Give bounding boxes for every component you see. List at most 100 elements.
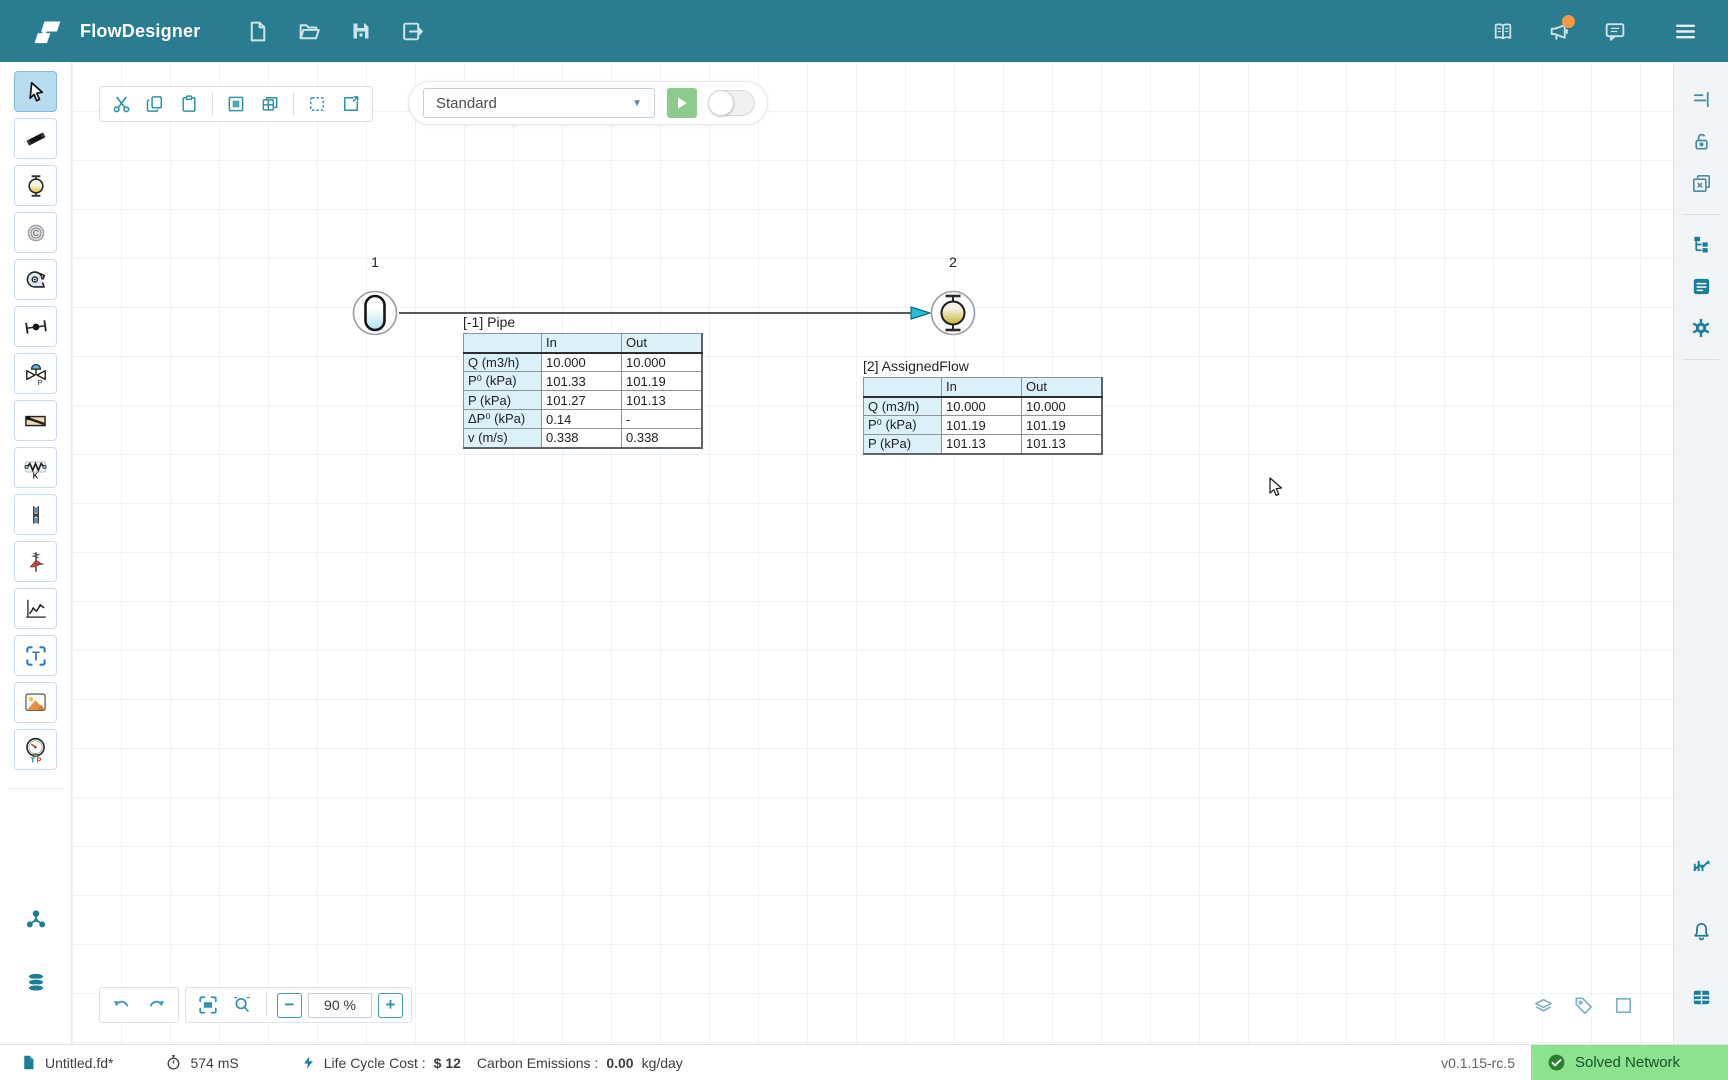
flow-direction-arrow [910, 306, 932, 320]
topbar: FlowDesigner [0, 0, 1728, 62]
carbon-emissions-value: 0.00 [606, 1054, 634, 1071]
tool-resistance-k[interactable]: K [14, 447, 57, 488]
mouse-cursor [1269, 477, 1283, 497]
scenario-selected-value: Standard [436, 94, 497, 112]
solve-time: 574 mS [190, 1054, 239, 1071]
tool-fan[interactable] [14, 259, 57, 300]
topbar-right-actions [1486, 14, 1702, 48]
notifications-bell-icon[interactable] [1684, 914, 1718, 948]
app-title: FlowDesigner [80, 20, 201, 41]
palette-divider [7, 788, 64, 789]
svg-text:K: K [33, 472, 39, 481]
settings-gear-icon[interactable] [1684, 311, 1718, 345]
tool-valve[interactable] [14, 306, 57, 347]
toolbar-separator [293, 92, 294, 116]
copy-icon[interactable] [140, 89, 170, 119]
tool-orifice[interactable] [14, 494, 57, 535]
announcements-icon[interactable] [1542, 14, 1576, 48]
menu-icon[interactable] [1668, 14, 1702, 48]
tool-text[interactable]: T [14, 635, 57, 676]
boundary-node[interactable] [351, 289, 399, 337]
data-table-icon[interactable] [1684, 980, 1718, 1014]
run-button[interactable] [667, 88, 697, 118]
table-row: P⁰ (kPa) 101.19 101.19 [863, 415, 1102, 435]
undo-icon[interactable] [108, 991, 136, 1019]
zoom-to-selection-icon[interactable] [228, 991, 256, 1019]
tag-icon[interactable] [1572, 994, 1595, 1022]
model-tree-icon[interactable] [1684, 227, 1718, 261]
tool-chart[interactable] [14, 588, 57, 629]
pipe-annotation: [-1] Pipe In Out Q (m3/h) 10.000 10.000 P⁰… [463, 314, 703, 449]
pipe-connection[interactable] [399, 312, 913, 314]
edit-toolbar [99, 86, 373, 122]
file-icon [24, 1055, 34, 1070]
pipe-results-table: In Out Q (m3/h) 10.000 10.000 P⁰ (kPa) 101.… [463, 333, 703, 449]
tool-compressor[interactable]: C [14, 212, 57, 253]
zoom-in-button[interactable]: + [378, 992, 403, 1018]
cut-icon[interactable] [106, 89, 136, 119]
collapse-panel-icon[interactable] [1684, 82, 1718, 116]
fit-to-screen-icon[interactable] [194, 991, 222, 1019]
table-row: P (kPa) 101.27 101.13 [463, 390, 702, 410]
paste-special-icon[interactable] [336, 89, 366, 119]
table-row: Q (m3/h) 10.000 10.000 [463, 352, 702, 372]
tool-node[interactable] [14, 165, 57, 206]
tool-damper[interactable] [14, 400, 57, 441]
auto-solve-toggle[interactable] [708, 90, 755, 116]
tool-image[interactable] [14, 682, 57, 723]
zoom-out-button[interactable]: − [277, 992, 302, 1018]
sidebar-divider [1683, 214, 1719, 215]
assigned-flow-annotation: [2] AssignedFlow In Out Q (m3/h) 10.000 10… [863, 358, 1103, 455]
svg-text:P: P [37, 755, 42, 763]
svg-text:P: P [37, 377, 42, 386]
export-file-button[interactable] [396, 14, 430, 48]
assigned-flow-node[interactable] [929, 289, 977, 337]
documentation-icon[interactable] [1486, 14, 1520, 48]
copy-image-icon[interactable] [221, 89, 251, 119]
feedback-icon[interactable] [1598, 14, 1632, 48]
check-circle-icon [1548, 1054, 1565, 1071]
unlock-icon[interactable] [1684, 124, 1718, 158]
marquee-select-icon[interactable] [302, 89, 332, 119]
tool-control-valve[interactable]: P [14, 353, 57, 394]
shape-icon[interactable] [1612, 994, 1635, 1022]
tool-palette: C P K [0, 62, 72, 1044]
toolbar-separator [266, 993, 267, 1017]
app-logo-icon [26, 9, 68, 54]
canvas-overlay-controls [1532, 994, 1635, 1022]
svg-text:T: T [30, 755, 35, 763]
database-icon[interactable] [19, 966, 53, 1000]
life-cycle-cost-value: $ 12 [433, 1054, 461, 1071]
file-name: Untitled.fd* [45, 1054, 114, 1071]
tool-check-valve[interactable] [14, 541, 57, 582]
assigned-flow-results-table: In Out Q (m3/h) 10.000 10.000 P⁰ (kPa) 101.… [863, 377, 1103, 455]
pipe-label: [-1] Pipe [463, 314, 516, 330]
table-row: Q (m3/h) 10.000 10.000 [863, 396, 1102, 416]
network-icon[interactable] [19, 902, 53, 936]
scenario-dropdown[interactable]: Standard ▼ [423, 88, 655, 118]
tool-select[interactable] [14, 71, 57, 112]
close-windows-icon[interactable] [1684, 166, 1718, 200]
tool-pipe[interactable] [14, 118, 57, 159]
zoom-level-input[interactable] [308, 992, 372, 1018]
layers-icon[interactable] [1532, 994, 1555, 1022]
table-row: P⁰ (kPa) 101.33 101.19 [463, 371, 702, 391]
chevron-down-icon: ▼ [632, 97, 642, 109]
drawing-canvas[interactable]: Standard ▼ 1 [72, 62, 1674, 1044]
notes-icon[interactable] [1684, 269, 1718, 303]
carbon-emissions-unit: kg/day [641, 1054, 683, 1071]
table-row: v (m/s) 0.338 0.338 [463, 428, 702, 448]
table-row: ΔP⁰ (kPa) 0.14- [463, 409, 702, 429]
toggle-knob [708, 90, 734, 116]
open-file-button[interactable] [292, 14, 326, 48]
zoom-toolbar: − + [185, 987, 412, 1023]
toolbar-separator [212, 92, 213, 116]
duplicate-icon[interactable] [255, 89, 285, 119]
analytics-icon[interactable] [1684, 848, 1718, 882]
redo-icon[interactable] [142, 991, 170, 1019]
save-file-button[interactable] [344, 14, 378, 48]
paste-icon[interactable] [174, 89, 204, 119]
new-file-button[interactable] [240, 14, 274, 48]
